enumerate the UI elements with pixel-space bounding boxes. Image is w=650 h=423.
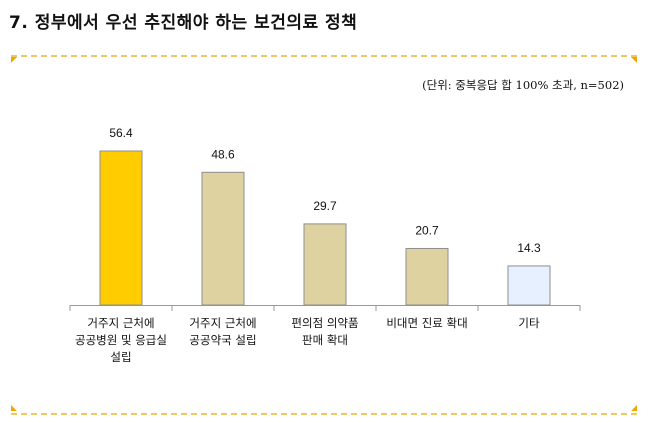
data-label-3: 29.7 xyxy=(313,199,337,213)
chart-frame xyxy=(11,55,637,415)
unit-note: (단위: 중복응답 합 100% 초과, n=502) xyxy=(422,78,624,92)
data-label-1: 56.4 xyxy=(109,126,133,140)
category-label-5: 기타 xyxy=(518,316,540,330)
frame-corner-top-right xyxy=(631,57,637,63)
bar-3 xyxy=(303,223,347,306)
chart-title: 7. 정부에서 우선 추진해야 하는 보건의료 정책 xyxy=(9,13,358,33)
bar-2 xyxy=(201,171,245,306)
bar-5 xyxy=(507,265,551,306)
frame-corner-bottom-left xyxy=(11,405,17,411)
data-label-5: 14.3 xyxy=(517,241,541,255)
frame-corner-bottom-right xyxy=(631,405,637,411)
category-label-2: 거주지 근처에 공공약국 설립 xyxy=(189,316,256,347)
data-label-2: 48.6 xyxy=(211,147,235,161)
category-label-1: 거주지 근처에 공공병원 및 응급실 설립 xyxy=(75,316,167,364)
bar-4 xyxy=(405,247,449,306)
data-label-4: 20.7 xyxy=(415,223,439,237)
category-label-4: 비대면 진료 확대 xyxy=(386,316,467,330)
bar-1 xyxy=(99,150,143,306)
category-label-3: 편의점 의약품 판매 확대 xyxy=(291,316,358,347)
frame-corner-top-left xyxy=(11,57,17,63)
